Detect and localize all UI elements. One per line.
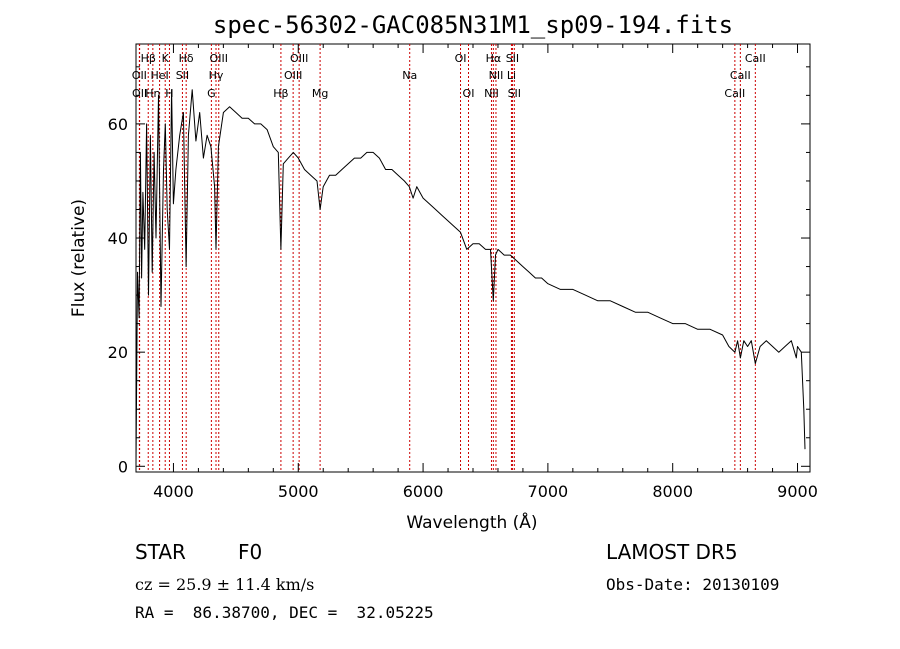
line-label: NII (489, 69, 504, 82)
line-label: SII (508, 87, 521, 100)
line-label: Hα (486, 52, 502, 65)
line-label: Hη (145, 87, 160, 100)
y-axis-label: Flux (relative) (69, 199, 89, 317)
line-label: SII (506, 52, 519, 65)
subclass-label: F0 (238, 540, 262, 564)
line-label: CaII (730, 69, 751, 82)
obs-date-label: Obs-Date: 20130109 (606, 575, 779, 594)
x-tick-label: 5000 (278, 482, 319, 501)
x-axis-label: Wavelength (Å) (406, 511, 537, 533)
line-label: Hγ (209, 69, 224, 82)
line-label: NII (484, 87, 499, 100)
line-label: HeI (150, 69, 168, 82)
survey-label: LAMOST DR5 (606, 540, 738, 564)
line-label: Hβ (273, 87, 288, 100)
redshift-label: cz = 25.9 ± 11.4 km/s (135, 575, 314, 594)
y-tick-label: 60 (108, 115, 128, 134)
line-labels: Hβ K Hδ OIII OIII OI Hα SII CaII OII HeI SII Hγ OIII N… (132, 52, 766, 100)
plot-frame (135, 43, 811, 473)
class-label: STAR (135, 540, 186, 564)
line-label: OIII (284, 69, 302, 82)
line-label: OII (132, 69, 147, 82)
line-label: OIII (290, 52, 308, 65)
flux-series-line (135, 89, 806, 467)
x-tick-label: 8000 (652, 482, 693, 501)
coords-label: RA = 86.38700, DEC = 32.05225 (135, 603, 434, 622)
line-label: OI (455, 52, 467, 65)
line-label: OIII (210, 52, 228, 65)
y-tick-label: 20 (108, 343, 128, 362)
line-label: CaII (724, 87, 745, 100)
y-axis: 0 20 40 60 (108, 66, 810, 476)
line-label: SII (176, 69, 189, 82)
line-label: Li (507, 69, 516, 82)
x-tick-label: 7000 (528, 482, 569, 501)
y-tick-label: 0 (118, 457, 128, 476)
line-label: CaII (745, 52, 766, 65)
x-axis: 4000 5000 6000 7000 8000 9000 (153, 44, 818, 501)
x-tick-label: 9000 (777, 482, 818, 501)
line-label: Mg (312, 87, 328, 100)
line-label: H (165, 87, 173, 100)
line-label: K (162, 52, 170, 65)
line-label: Hδ (179, 52, 194, 65)
x-tick-label: 4000 (153, 482, 194, 501)
series-group (135, 89, 806, 467)
x-tick-label: 6000 (403, 482, 444, 501)
line-label: OII (132, 87, 147, 100)
line-label: Na (402, 69, 417, 82)
line-label: G (207, 87, 216, 100)
y-tick-label: 40 (108, 229, 128, 248)
chart-title: spec-56302-GAC085N31M1_sp09-194.fits (213, 11, 733, 39)
line-label: Hβ (141, 52, 156, 65)
line-label: OI (463, 87, 475, 100)
